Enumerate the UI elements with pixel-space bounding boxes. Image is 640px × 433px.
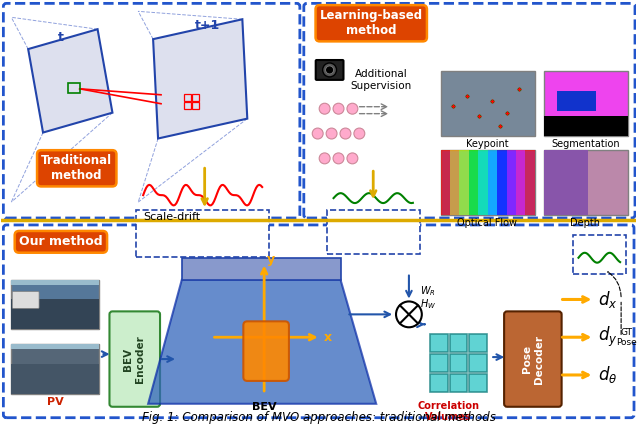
FancyBboxPatch shape bbox=[507, 150, 516, 215]
FancyBboxPatch shape bbox=[12, 291, 39, 308]
Text: $d_{\theta}$: $d_{\theta}$ bbox=[598, 365, 618, 385]
FancyBboxPatch shape bbox=[469, 150, 478, 215]
Circle shape bbox=[326, 128, 337, 139]
FancyBboxPatch shape bbox=[441, 71, 535, 136]
Text: $W_R$: $W_R$ bbox=[420, 284, 435, 298]
FancyBboxPatch shape bbox=[497, 150, 507, 215]
FancyBboxPatch shape bbox=[12, 344, 99, 349]
Text: Pose
Decoder: Pose Decoder bbox=[522, 335, 543, 384]
FancyBboxPatch shape bbox=[544, 150, 588, 215]
FancyBboxPatch shape bbox=[12, 364, 99, 394]
FancyBboxPatch shape bbox=[469, 354, 487, 372]
Circle shape bbox=[326, 66, 333, 74]
FancyBboxPatch shape bbox=[3, 225, 634, 418]
Polygon shape bbox=[182, 258, 340, 280]
Text: Traditional
method: Traditional method bbox=[41, 154, 112, 182]
FancyBboxPatch shape bbox=[12, 300, 99, 329]
Text: $d_x$: $d_x$ bbox=[598, 289, 618, 310]
FancyBboxPatch shape bbox=[12, 344, 99, 394]
FancyBboxPatch shape bbox=[109, 311, 160, 407]
Circle shape bbox=[319, 103, 330, 114]
FancyBboxPatch shape bbox=[449, 334, 467, 352]
FancyBboxPatch shape bbox=[544, 150, 628, 215]
Text: BEV: BEV bbox=[252, 402, 276, 412]
FancyBboxPatch shape bbox=[544, 116, 628, 136]
FancyBboxPatch shape bbox=[243, 321, 289, 381]
Polygon shape bbox=[148, 280, 376, 404]
Text: Keypoint: Keypoint bbox=[466, 139, 509, 149]
FancyBboxPatch shape bbox=[544, 71, 628, 136]
Text: Segmentation: Segmentation bbox=[551, 139, 620, 149]
Text: Optical Flow: Optical Flow bbox=[457, 218, 517, 228]
FancyBboxPatch shape bbox=[450, 150, 460, 215]
FancyBboxPatch shape bbox=[12, 280, 99, 329]
FancyBboxPatch shape bbox=[441, 150, 450, 215]
FancyBboxPatch shape bbox=[557, 91, 596, 111]
Text: t+1: t+1 bbox=[195, 19, 220, 32]
Circle shape bbox=[333, 153, 344, 164]
Text: GT
Pose: GT Pose bbox=[616, 327, 636, 347]
Circle shape bbox=[396, 301, 422, 327]
FancyBboxPatch shape bbox=[441, 150, 535, 215]
Text: BEV
Encoder: BEV Encoder bbox=[124, 335, 145, 383]
Text: y: y bbox=[267, 253, 275, 266]
FancyBboxPatch shape bbox=[449, 374, 467, 392]
FancyBboxPatch shape bbox=[488, 150, 497, 215]
FancyBboxPatch shape bbox=[3, 3, 300, 218]
Text: Correlation
Volumes: Correlation Volumes bbox=[417, 401, 479, 423]
FancyBboxPatch shape bbox=[304, 3, 635, 218]
Circle shape bbox=[312, 128, 323, 139]
FancyBboxPatch shape bbox=[573, 235, 626, 274]
FancyArrowPatch shape bbox=[607, 272, 621, 297]
Circle shape bbox=[319, 153, 330, 164]
FancyBboxPatch shape bbox=[429, 354, 447, 372]
FancyBboxPatch shape bbox=[469, 334, 487, 352]
FancyBboxPatch shape bbox=[12, 280, 99, 284]
FancyBboxPatch shape bbox=[316, 60, 344, 80]
FancyBboxPatch shape bbox=[469, 374, 487, 392]
Polygon shape bbox=[153, 19, 247, 139]
Circle shape bbox=[323, 63, 337, 77]
FancyBboxPatch shape bbox=[326, 210, 420, 254]
FancyBboxPatch shape bbox=[478, 150, 488, 215]
FancyBboxPatch shape bbox=[516, 150, 525, 215]
Circle shape bbox=[354, 128, 365, 139]
Text: Additional
Supervision: Additional Supervision bbox=[351, 69, 412, 90]
Text: PV: PV bbox=[47, 397, 63, 407]
Text: x: x bbox=[324, 331, 332, 344]
Polygon shape bbox=[28, 29, 113, 132]
Text: $d_y$: $d_y$ bbox=[598, 325, 618, 349]
Text: Fig. 1: Comparison of MVO approaches: traditional methods: Fig. 1: Comparison of MVO approaches: tr… bbox=[141, 410, 495, 423]
FancyBboxPatch shape bbox=[460, 150, 469, 215]
FancyBboxPatch shape bbox=[136, 210, 269, 257]
Text: Depth: Depth bbox=[570, 218, 600, 228]
Circle shape bbox=[347, 103, 358, 114]
FancyBboxPatch shape bbox=[449, 354, 467, 372]
Text: Our method: Our method bbox=[19, 236, 102, 249]
Text: Scale-drift: Scale-drift bbox=[143, 212, 200, 222]
FancyBboxPatch shape bbox=[429, 374, 447, 392]
Text: Learning-based
method: Learning-based method bbox=[319, 9, 423, 37]
FancyBboxPatch shape bbox=[504, 311, 562, 407]
Circle shape bbox=[347, 153, 358, 164]
FancyBboxPatch shape bbox=[525, 150, 535, 215]
FancyBboxPatch shape bbox=[429, 334, 447, 352]
Text: t: t bbox=[58, 31, 64, 44]
Circle shape bbox=[340, 128, 351, 139]
Circle shape bbox=[333, 103, 344, 114]
Text: $H_W$: $H_W$ bbox=[420, 297, 436, 311]
